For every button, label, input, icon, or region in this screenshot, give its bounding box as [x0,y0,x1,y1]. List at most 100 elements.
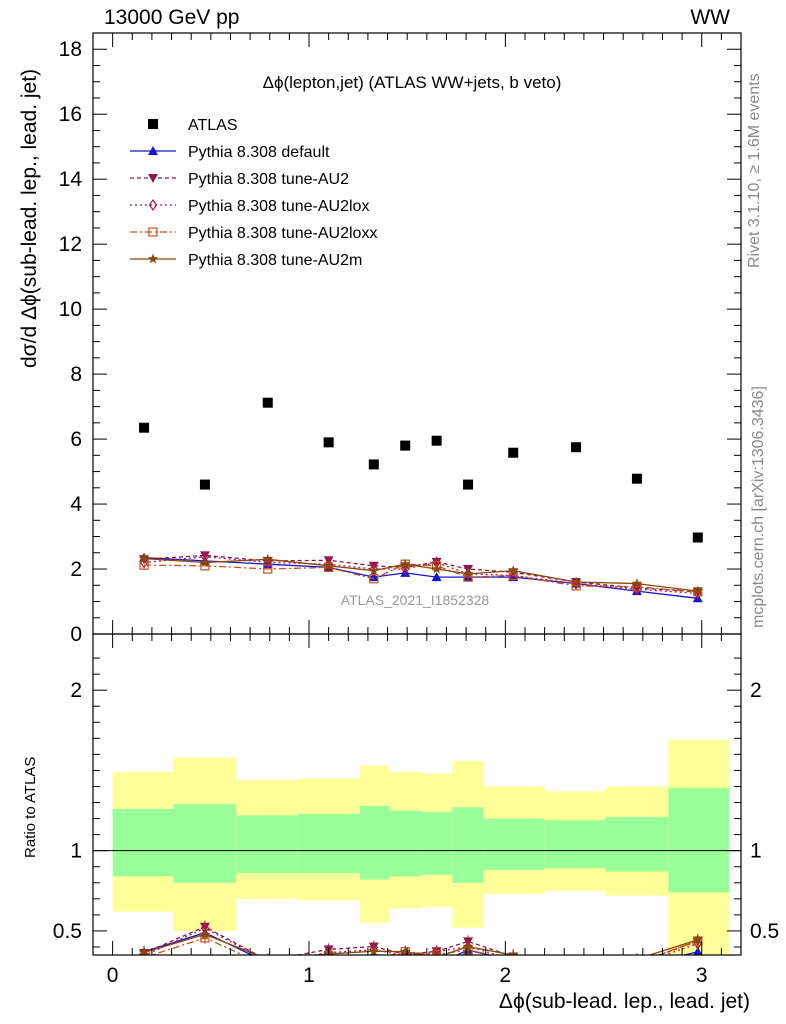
x-tick-label: 0 [107,964,119,987]
ratio-band-inner [483,818,545,870]
legend-marker-pythia-8-308-tune-au2loxx [148,227,158,237]
data-point-pythia-8-308-default [431,572,442,582]
y-tick-label: 0 [70,623,82,646]
ratio-point-pythia-8-308-default [263,958,273,967]
data-point-pythia-8-308-tune-au2m [199,557,211,567]
legend-label-pythia-8-308-tune-au2m: Pythia 8.308 tune-AU2m [188,252,362,269]
data-point-pythia-8-308-tune-au2loxx [263,564,273,574]
ratio-y-tick-label-left: 2 [70,679,82,702]
header-process: WW [690,6,730,29]
data-point-pythia-8-308-tune-au2lox [324,558,333,571]
ratio-point-pythia-8-308-tune-au2loxx [633,958,641,966]
ratio-line-pythia-8-308-tune-au2loxx [150,937,699,955]
ratio-point-pythia-8-308-tune-au2lox [264,957,271,967]
data-point-pythia-8-308-tune-au2m [368,565,379,576]
series-line-pythia-8-308-tune-au2m [144,557,698,592]
chart-title: Δϕ(lepton,jet) (ATLAS WW+jets, b veto) [263,73,562,92]
y-axis-label: dσ/d Δϕ(sub-lead. lep., lead. jet) [18,68,41,368]
ratio-band-inner [420,812,453,875]
data-point-atlas [463,479,474,490]
data-point-pythia-8-308-tune-au2loxx [139,560,149,570]
ratio-point-pythia-8-308-tune-au2loxx [572,966,580,974]
legend-label-pythia-8-308-tune-au2lox: Pythia 8.308 tune-AU2lox [188,198,369,215]
ratio-band-inner [544,820,606,869]
data-point-pythia-8-308-tune-au2m [262,553,273,564]
x-tick-label: 3 [696,964,708,987]
ratio-point-pythia-8-308-tune-au2loxx [264,962,272,970]
data-point-atlas [368,459,379,470]
legend-marker-pythia-8-308-tune-au2m [147,253,159,264]
ratio-band-inner [668,788,730,893]
y-tick-label: 8 [70,363,82,386]
y-tick-label: 14 [59,168,83,191]
y-tick-label: 4 [70,493,82,516]
y-tick-label: 18 [59,38,82,61]
ratio-point-pythia-8-308-tune-au2lox [512,953,515,955]
y-tick-label: 10 [59,298,82,321]
ratio-point-pythia-8-308-tune-au2lox [573,963,580,973]
legend-marker-atlas [148,119,158,129]
ratio-band-inner [452,807,484,883]
legend-marker-pythia-8-308-tune-au2lox [148,198,158,212]
ratio-point-pythia-8-308-tune-au2lox [633,960,640,970]
x-tick-label: 1 [303,964,315,987]
data-point-atlas [262,397,273,408]
data-point-pythia-8-308-tune-au2m [431,563,442,574]
y-tick-label: 6 [70,428,82,451]
legend-label-pythia-8-308-default: Pythia 8.308 default [188,144,330,161]
ratio-y-axis-label: Ratio to ATLAS [22,756,39,858]
mcplots-reference-text: mcplots.cern.ch [arXiv:1306.3436] [750,386,767,628]
ratio-band-inner [236,815,298,874]
ratio-band-inner [173,804,237,883]
ratio-point-pythia-8-308-tune-au2loxx [369,954,379,955]
ratio-y-tick-label-left: 1 [70,840,82,863]
ratio-band-inner [389,810,421,877]
y-tick-label: 16 [59,103,82,126]
ratio-point-pythia-8-308-tune-au2 [571,963,581,972]
data-point-pythia-8-308-tune-au2m [138,553,150,564]
data-point-pythia-8-308-tune-au2m [631,578,643,589]
data-point-atlas [431,435,442,446]
data-point-atlas [400,440,411,451]
analysis-watermark: ATLAS_2021_I1852328 [341,592,490,608]
data-point-pythia-8-308-tune-au2m [400,558,411,569]
ratio-point-pythia-8-308-tune-au2 [632,959,642,968]
data-point-atlas [692,532,703,543]
data-point-atlas [139,422,150,433]
data-point-atlas [571,442,582,453]
legend-label-pythia-8-308-tune-au2: Pythia 8.308 tune-AU2 [188,171,349,188]
ratio-band-inner [360,805,390,880]
series-line-pythia-8-308-tune-au2loxx [144,563,698,593]
header-collision: 13000 GeV pp [104,6,240,29]
legend-marker-pythia-8-308-tune-au2 [148,174,158,183]
data-point-pythia-8-308-tune-au2m [462,568,474,579]
data-point-atlas [631,473,642,484]
ratio-band-inner [605,816,669,872]
ratio-y-tick-label-right: 1 [750,840,762,863]
ratio-point-pythia-8-308-default [432,959,442,968]
y-tick-label: 2 [70,558,82,581]
data-point-pythia-8-308-tune-au2m [323,560,334,571]
ratio-band-inner [297,813,361,874]
data-point-pythia-8-308-tune-au2m [570,576,582,587]
ratio-point-pythia-8-308-default [571,963,581,972]
data-point-atlas [199,479,210,490]
legend-marker-pythia-8-308-default [148,146,158,155]
ratio-plot-frame [92,633,742,956]
rivet-version-text: Rivet 3.1.10, ≥ 1.6M events [746,73,763,268]
data-point-pythia-8-308-tune-au2 [199,551,210,561]
legend-label-pythia-8-308-tune-au2loxx: Pythia 8.308 tune-AU2loxx [188,225,377,242]
ratio-y-tick-label-right: 0.5 [750,920,779,943]
ratio-line-pythia-8-308-tune-au2lox [143,927,699,955]
legend-label-atlas: ATLAS [188,117,238,134]
series-line-pythia-8-308-tune-au2lox [144,556,698,595]
ratio-point-pythia-8-308-tune-au2 [263,956,273,965]
ratio-point-pythia-8-308-tune-au2m [571,961,582,971]
data-point-pythia-8-308-tune-au2loxx [369,574,379,584]
data-point-pythia-8-308-default [400,567,411,577]
data-point-atlas [508,447,519,458]
data-point-atlas [323,437,334,448]
data-point-pythia-8-308-tune-au2lox [369,562,379,576]
ratio-point-pythia-8-308-tune-au2loxx [508,954,518,955]
